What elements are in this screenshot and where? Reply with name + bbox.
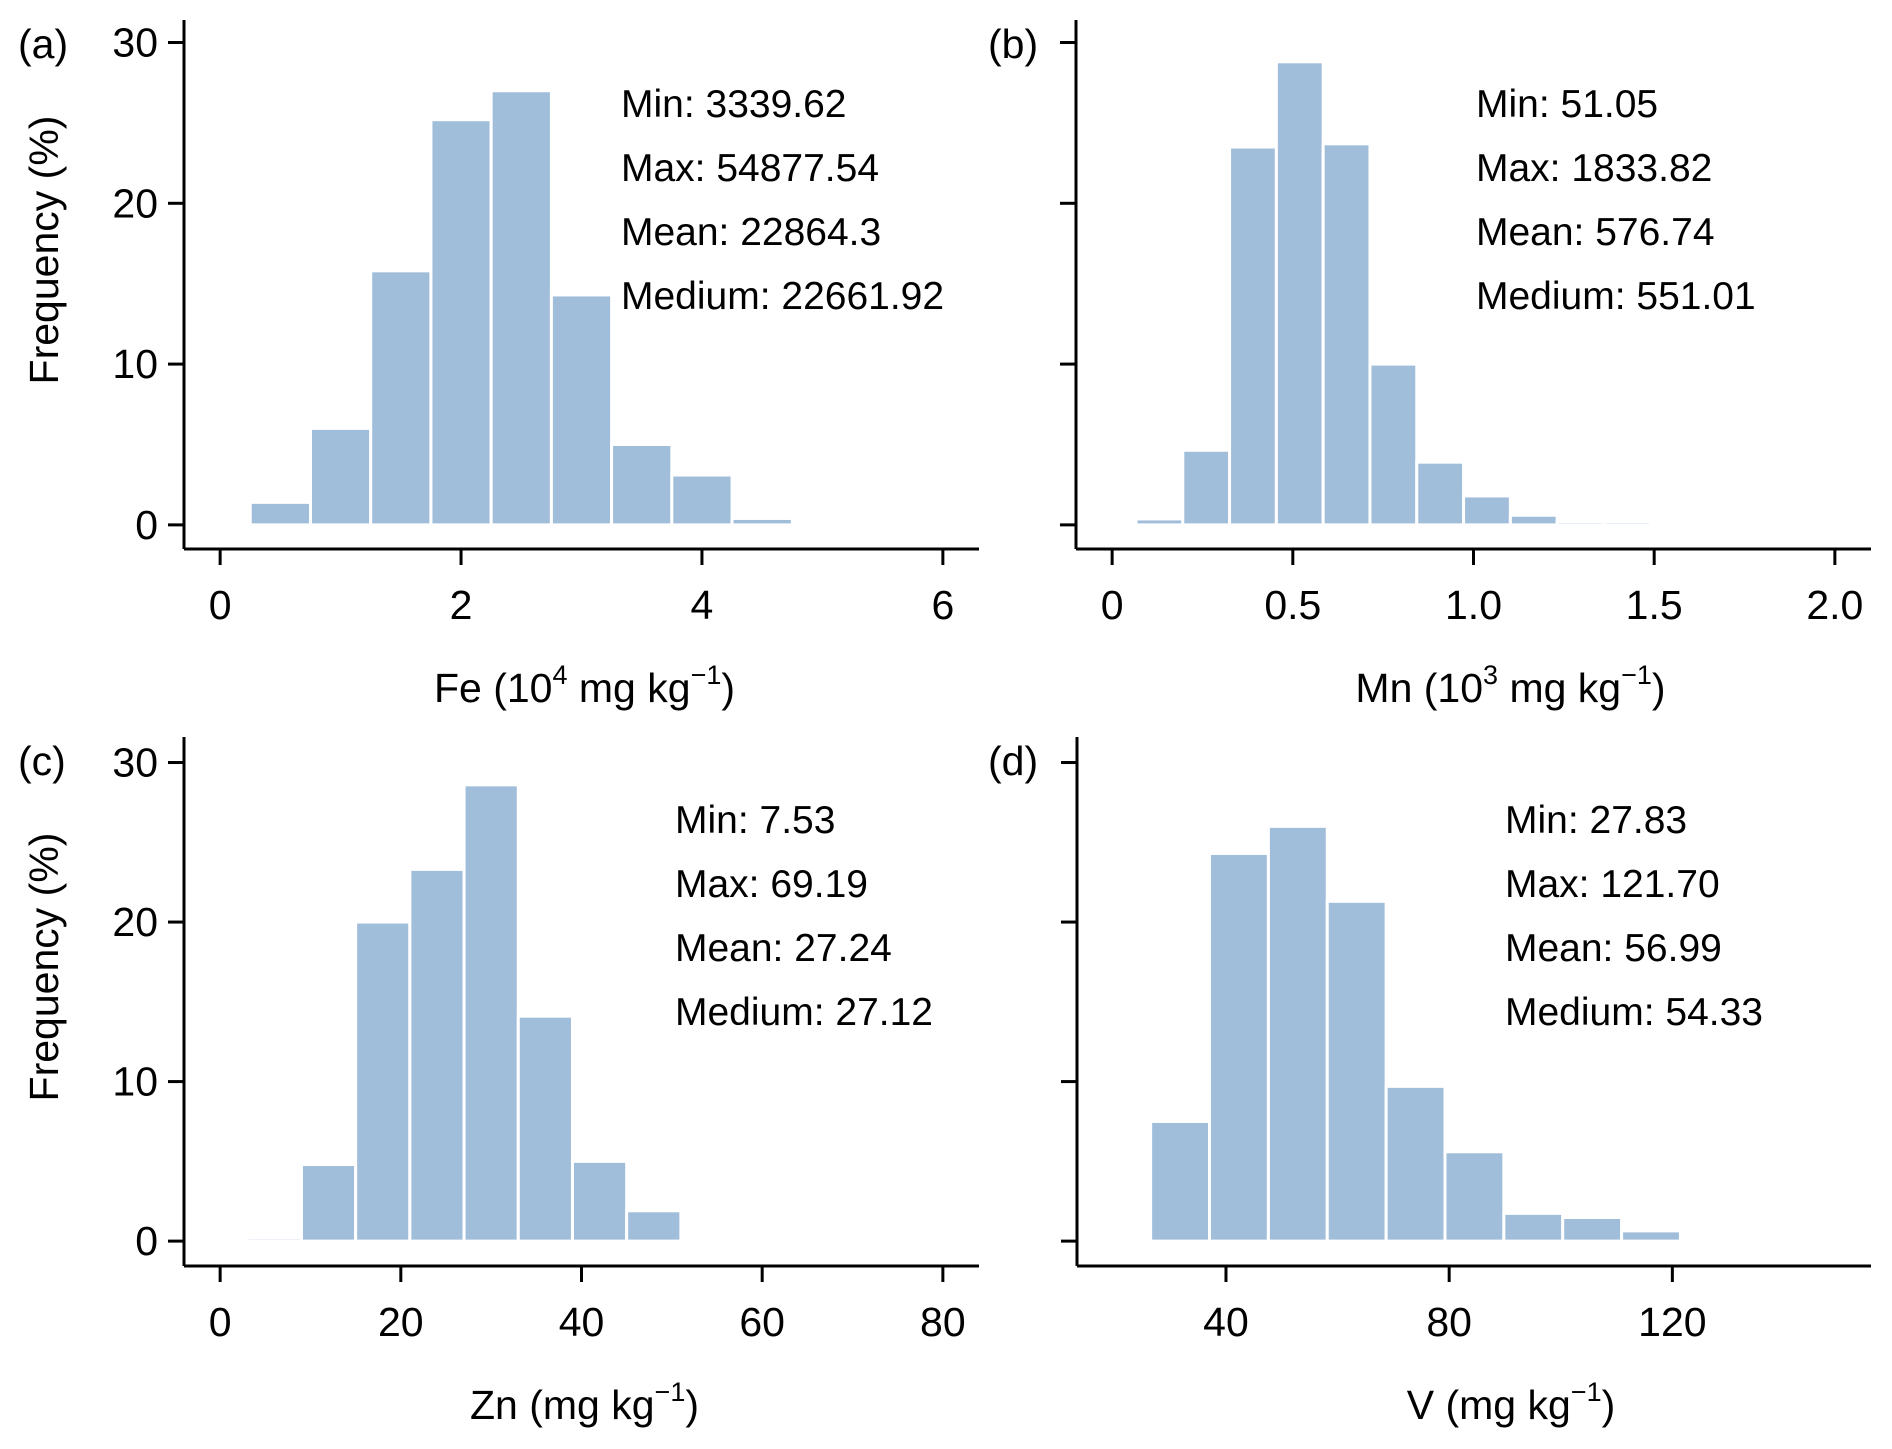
stat-line: Mean: 576.74 [1476, 211, 1715, 254]
histogram-bar [429, 118, 493, 527]
histogram-bar [299, 1163, 358, 1243]
x-tick-label: 0.5 [1264, 582, 1321, 628]
panel-label: (b) [988, 21, 1038, 67]
panel-label: (d) [988, 738, 1038, 784]
stat-line: Max: 121.70 [1505, 863, 1720, 906]
stat-line: Max: 1833.82 [1476, 147, 1712, 190]
histogram-bar [1620, 1229, 1682, 1243]
x-axis-title: Zn (mg kg−1) [470, 1377, 699, 1428]
x-tick-label: 2 [450, 582, 473, 628]
x-axis-title: Mn (103 mg kg−1) [1355, 660, 1665, 711]
histogram-bar [248, 500, 312, 527]
panel-b-mn-histogram: 0 0.5 1.0 1.5 2.0 (b) Mn (103 mg kg−1) Min: 51.… [988, 20, 1871, 711]
histogram-bar [408, 867, 466, 1243]
histogram-bar [730, 516, 794, 527]
x-axis-title: Fe (104 mg kg−1) [434, 660, 735, 711]
stat-line: Mean: 22864.3 [621, 211, 881, 254]
stat-line: Min: 3339.62 [621, 83, 847, 126]
x-tick-label: 20 [378, 1299, 424, 1345]
histogram-bar [1149, 1119, 1212, 1243]
x-tick-label: 0 [209, 1299, 232, 1345]
histogram-bar [1678, 1238, 1741, 1243]
stat-line: Min: 27.83 [1505, 799, 1687, 842]
histogram-bar [1208, 851, 1270, 1243]
histogram-bar [1502, 1211, 1565, 1243]
histogram-bar [462, 783, 520, 1243]
histogram-bar [1325, 899, 1388, 1243]
y-tick-label: 20 [112, 899, 158, 945]
x-tick-label: 2.0 [1806, 582, 1863, 628]
panel-c-zn-histogram: 0 10 20 30 0 20 40 60 80 (c) Frequency (%) Zn (mg k… [18, 737, 979, 1428]
stat-line: Max: 69.19 [675, 863, 868, 906]
x-tick-label: 80 [1426, 1299, 1472, 1345]
histogram-bar [549, 293, 614, 527]
stat-line: Medium: 551.01 [1476, 275, 1756, 318]
histogram-bar [516, 1014, 574, 1243]
x-tick-label: 6 [931, 582, 954, 628]
histogram-bar [1321, 142, 1372, 527]
histogram-bar [670, 473, 734, 527]
stat-line: Medium: 22661.92 [621, 275, 944, 318]
panel-label: (a) [18, 21, 68, 67]
stat-line: Min: 7.53 [675, 799, 835, 842]
y-tick-label: 0 [135, 1218, 158, 1264]
histogram-bar [1228, 145, 1278, 527]
histogram-bar [1415, 460, 1466, 527]
stat-line: Min: 51.05 [1476, 83, 1658, 126]
histogram-bar [245, 1236, 303, 1243]
x-tick-label: 1.0 [1445, 582, 1502, 628]
y-tick-label: 10 [112, 341, 158, 387]
stat-line: Mean: 56.99 [1505, 927, 1722, 970]
panel-label: (c) [18, 738, 66, 784]
y-tick-label: 10 [112, 1059, 158, 1105]
histogram-bar [1368, 362, 1419, 527]
y-tick-label: 30 [112, 740, 158, 786]
y-tick-label: 20 [112, 180, 158, 226]
stat-line: Mean: 27.24 [675, 927, 892, 970]
x-tick-label: 40 [559, 1299, 605, 1345]
x-axis-title: V (mg kg−1) [1407, 1377, 1616, 1428]
histogram-bar [625, 1209, 683, 1243]
x-tick-label: 60 [739, 1299, 785, 1345]
histogram-bar [1508, 513, 1559, 527]
histogram-bar [1266, 824, 1329, 1243]
histogram-bar [570, 1159, 629, 1243]
panel-d-v-histogram: 40 80 120 (d) V (mg kg−1) Min: 27.83 Max: 121.… [988, 737, 1871, 1428]
x-tick-label: 1.5 [1626, 582, 1683, 628]
histogram-bar [1602, 520, 1653, 527]
stat-line: Max: 54877.54 [621, 147, 879, 190]
histogram-bar [1274, 60, 1325, 527]
x-tick-label: 120 [1638, 1299, 1706, 1345]
y-tick-label: 30 [112, 20, 158, 66]
y-axis-title: Frequency (%) [21, 116, 67, 385]
histogram-bar [1134, 517, 1185, 527]
y-tick-label: 0 [135, 502, 158, 548]
histogram-bar [489, 89, 553, 527]
histogram-bar [1443, 1150, 1506, 1243]
stat-line: Medium: 54.33 [1505, 991, 1763, 1034]
histogram-bar [308, 426, 373, 527]
x-tick-label: 0 [209, 582, 232, 628]
x-tick-label: 0 [1101, 582, 1124, 628]
x-tick-label: 40 [1203, 1299, 1249, 1345]
histogram-bar [1181, 448, 1232, 527]
histogram-bar [1384, 1084, 1447, 1243]
histogram-bar [1462, 494, 1512, 527]
histogram-bar [1561, 1216, 1624, 1243]
histogram-bar [610, 442, 674, 527]
histogram-bar [1555, 520, 1606, 527]
stat-line: Medium: 27.12 [675, 991, 933, 1034]
histogram-bar [354, 920, 412, 1243]
x-tick-label: 80 [920, 1299, 966, 1345]
y-axis-title: Frequency (%) [21, 833, 67, 1102]
panel-a-fe-histogram: 0 10 20 30 0 2 4 6 (a) Frequency (%) Fe (104 mg kg… [18, 20, 979, 711]
histogram-bar [369, 269, 433, 527]
x-tick-label: 4 [691, 582, 714, 628]
